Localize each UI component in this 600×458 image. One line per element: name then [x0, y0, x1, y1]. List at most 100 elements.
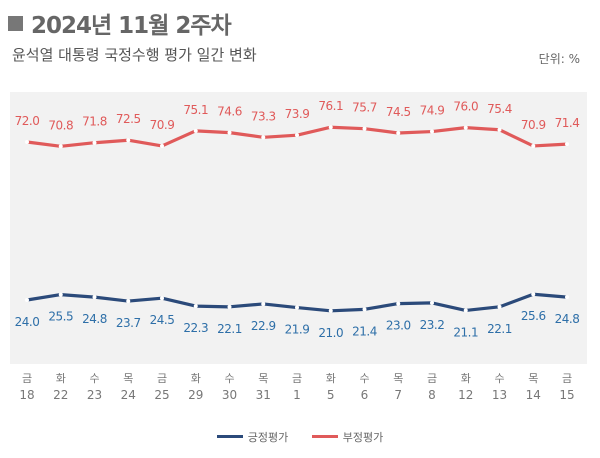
data-point [227, 304, 232, 309]
title-text: 2024년 11월 2주차 [31, 13, 232, 39]
data-point [531, 292, 536, 297]
x-tick-date: 22 [53, 388, 68, 402]
data-point [25, 140, 29, 144]
data-label: 24.5 [150, 313, 175, 327]
data-label: 73.9 [285, 107, 310, 121]
data-point [58, 292, 63, 297]
x-tick-date: 6 [361, 388, 369, 402]
x-tick-weekday: 목 [393, 372, 403, 385]
x-tick-weekday: 수 [494, 372, 504, 385]
data-label: 21.1 [453, 325, 478, 339]
data-label: 21.4 [352, 324, 377, 338]
data-label: 23.0 [386, 319, 411, 333]
x-tick-date: 18 [19, 388, 34, 402]
x-tick-date: 30 [222, 388, 237, 402]
data-point [497, 127, 502, 132]
data-point [565, 295, 569, 300]
x-tick-weekday: 화 [191, 372, 201, 385]
data-label: 71.8 [82, 115, 107, 129]
unit-label: 단위: % [538, 52, 580, 66]
x-tick-weekday: 수 [224, 372, 234, 385]
data-point [396, 301, 401, 306]
data-label: 72.5 [116, 112, 141, 126]
x-tick-weekday: 금 [157, 372, 167, 385]
data-point [430, 129, 434, 134]
data-point [126, 138, 131, 143]
data-label: 24.8 [82, 312, 107, 326]
data-point [463, 125, 468, 130]
x-tick-weekday: 금 [562, 372, 572, 385]
x-tick-date: 5 [327, 388, 335, 402]
data-label: 24.0 [15, 315, 40, 329]
data-label: 21.0 [318, 326, 343, 340]
x-tick-date: 8 [428, 388, 436, 402]
x-tick-weekday: 목 [258, 372, 268, 385]
data-point [160, 296, 164, 301]
data-label: 70.9 [150, 118, 175, 132]
data-point [227, 130, 232, 135]
data-point [193, 304, 198, 309]
data-label: 25.6 [521, 309, 546, 323]
data-point [565, 142, 569, 147]
data-label: 22.9 [251, 319, 276, 333]
data-point [261, 135, 266, 140]
data-point [328, 125, 333, 130]
data-label: 73.3 [251, 109, 276, 123]
x-tick-date: 15 [559, 388, 574, 402]
data-label: 76.0 [453, 100, 478, 114]
data-label: 74.9 [420, 104, 445, 118]
x-tick-weekday: 화 [461, 372, 471, 385]
legend-positive: 긍정평가 [216, 431, 289, 444]
plot-background [10, 92, 587, 364]
data-label: 75.4 [487, 102, 512, 116]
page-title: 2024년 11월 2주차 [8, 6, 232, 40]
legend-label: 부정평가 [342, 431, 384, 444]
data-point [362, 126, 367, 131]
data-point [193, 128, 198, 133]
data-point [295, 305, 299, 310]
data-point [261, 301, 266, 306]
data-label: 23.2 [420, 318, 445, 332]
data-label: 24.8 [555, 312, 580, 326]
legend-negative: 부정평가 [311, 431, 384, 444]
x-tick-date: 29 [188, 388, 203, 402]
x-tick-date: 7 [394, 388, 402, 402]
legend-label: 긍정평가 [247, 431, 289, 444]
x-tick-weekday: 수 [359, 372, 369, 385]
square-icon [8, 16, 23, 31]
data-label: 71.4 [555, 116, 580, 130]
x-tick-weekday: 금 [22, 372, 32, 385]
data-point [531, 143, 536, 148]
data-label: 22.1 [217, 322, 242, 336]
data-label: 25.5 [48, 310, 73, 324]
chart-subtitle: 윤석열 대통령 국정수행 평가 일간 변화 [12, 46, 257, 64]
data-label: 75.7 [352, 101, 377, 115]
data-point [25, 298, 29, 302]
data-label: 74.5 [386, 105, 411, 119]
data-label: 23.7 [116, 316, 141, 330]
x-tick-weekday: 금 [427, 372, 437, 385]
legend-swatch [311, 435, 338, 438]
data-label: 22.3 [183, 321, 208, 335]
x-tick-date: 14 [526, 388, 541, 402]
data-label: 76.1 [318, 99, 343, 113]
legend-swatch [216, 435, 243, 438]
x-tick-weekday: 화 [326, 372, 336, 385]
x-tick-date: 13 [492, 388, 507, 402]
data-point [328, 308, 333, 313]
x-tick-date: 23 [87, 388, 102, 402]
data-point [396, 131, 401, 135]
data-point [160, 143, 164, 148]
x-tick-weekday: 화 [56, 372, 66, 385]
data-point [463, 308, 468, 313]
x-tick-date: 1 [293, 388, 301, 402]
x-tick-weekday: 수 [89, 372, 99, 385]
x-tick-date: 31 [256, 388, 271, 402]
data-point [92, 140, 97, 145]
x-tick-weekday: 목 [123, 372, 133, 385]
data-point [430, 300, 434, 305]
data-label: 75.1 [183, 103, 208, 117]
data-label: 21.9 [285, 323, 310, 337]
x-tick-weekday: 목 [528, 372, 538, 385]
